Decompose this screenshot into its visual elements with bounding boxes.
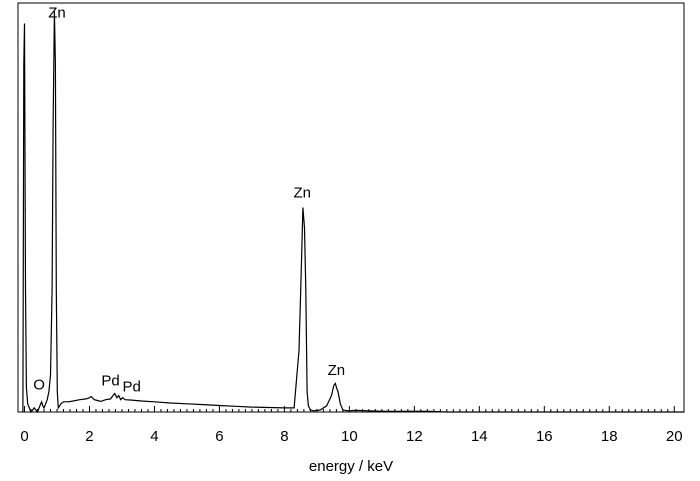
peak-labels: Zn O Pd Pd Zn Zn bbox=[33, 4, 345, 395]
x-tick-label: 0 bbox=[20, 428, 28, 445]
peak-label: Zn bbox=[328, 362, 346, 379]
x-tick-label: 12 bbox=[406, 428, 423, 445]
peak-label: Pd bbox=[123, 379, 141, 396]
x-tick-label: 14 bbox=[471, 428, 488, 445]
x-tick-label: 2 bbox=[85, 428, 93, 445]
x-tick-label: 4 bbox=[150, 428, 158, 445]
x-tick-label: 20 bbox=[666, 428, 683, 445]
peak-label: O bbox=[33, 377, 45, 394]
x-axis-title: energy / keV bbox=[309, 458, 393, 475]
x-tick-label: 10 bbox=[341, 428, 358, 445]
x-tick-label: 6 bbox=[215, 428, 223, 445]
peak-label: Pd bbox=[101, 372, 119, 389]
x-tick-label: 8 bbox=[280, 428, 288, 445]
spectrum-line bbox=[22, 11, 684, 414]
peak-label: Zn bbox=[294, 184, 312, 201]
peak-label: Zn bbox=[48, 4, 66, 21]
x-tick-label: 16 bbox=[536, 428, 553, 445]
plot-frame bbox=[17, 2, 685, 413]
x-tick-labels: 0 2 4 6 8 10 12 14 16 18 20 bbox=[20, 428, 682, 445]
x-tick-label: 18 bbox=[601, 428, 618, 445]
